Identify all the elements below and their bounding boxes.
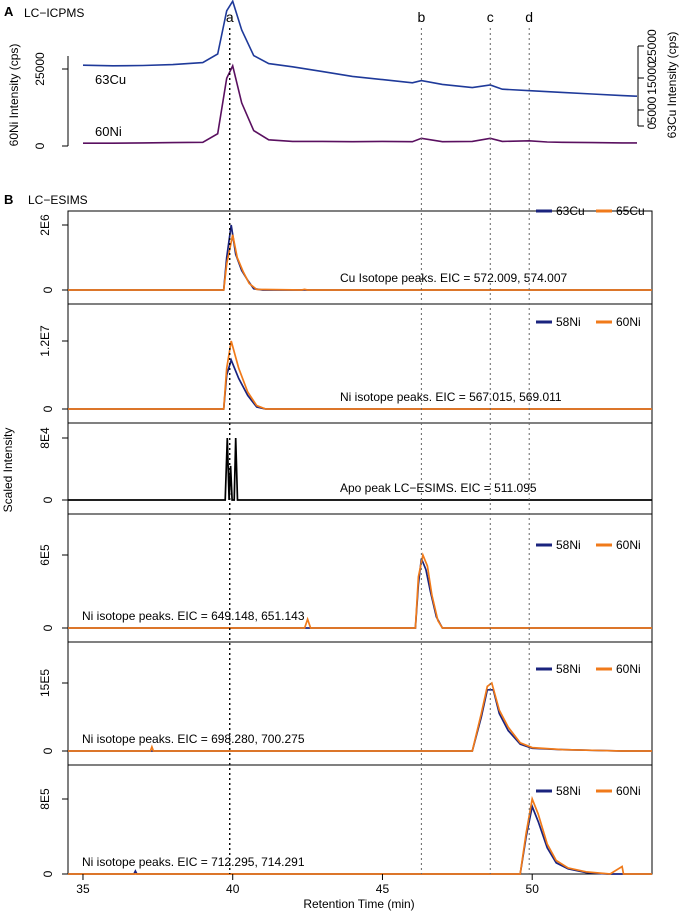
x-axis-title: Retention Time (min) — [303, 897, 414, 911]
legend-entry: 60Ni — [616, 662, 641, 676]
legend-entry: 60Ni — [616, 538, 641, 552]
legend-entry: 58Ni — [556, 315, 581, 329]
panel-a-left-tick-label: 0 — [33, 142, 47, 149]
subplot-max-label: 15E5 — [38, 669, 52, 697]
panel-a-left-tick-label: 25000 — [33, 52, 47, 86]
subplot-max-label: 8E5 — [38, 788, 52, 810]
subplot-annotation: Ni isotope peaks. EIC = 567.015, 569.011 — [340, 390, 562, 404]
panel-a-ylabel-right: 63Cu Intensity (cps) — [665, 32, 679, 139]
subplot-zero-label: 0 — [41, 405, 55, 412]
panel-a-right-tick-label: 25000 — [645, 29, 659, 63]
legend-entry: 58Ni — [556, 538, 581, 552]
x-axis-tick-label: 50 — [526, 882, 540, 896]
panel-b-label: B — [4, 192, 13, 207]
panel-b-title: LC−ESIMS — [28, 193, 88, 207]
peak-marker-label-a: a — [226, 9, 234, 25]
panel-a-title: LC−ICPMS — [24, 6, 84, 20]
subplot-max-label: 8E4 — [38, 427, 52, 449]
peak-marker-label-c: c — [487, 9, 494, 25]
legend-entry: 65Cu — [616, 204, 645, 218]
subplot-series-60Ni — [68, 681, 652, 752]
panel-a: A LC−ICPMS 60Ni Intensity (cps) 63Cu Int… — [4, 0, 679, 149]
panel-a-series-60Ni — [83, 63, 637, 144]
peak-marker-label-b: b — [417, 9, 425, 25]
legend-entry: 60Ni — [616, 784, 641, 798]
subplot-max-label: 6E5 — [38, 544, 52, 566]
subplot-zero-label: 0 — [41, 870, 55, 877]
subplot-max-label: 2E6 — [38, 214, 52, 236]
x-axis-tick-label: 35 — [76, 882, 90, 896]
legend-entry: 60Ni — [616, 315, 641, 329]
subplot-zero-label: 0 — [41, 496, 55, 503]
subplot-zero-label: 0 — [41, 286, 55, 293]
panel-a-right-tick-label: 15000 — [645, 61, 659, 95]
peak-marker-label-d: d — [525, 9, 533, 25]
panel-a-ylabel-left: 60Ni Intensity (cps) — [7, 44, 21, 147]
subplot-max-label: 1.2E7 — [38, 325, 52, 357]
subplot-series-65Cu — [68, 234, 652, 291]
panel-a-series-label-63cu: 63Cu — [95, 72, 126, 87]
panel-a-right-tick-label: 5000 — [645, 96, 659, 123]
subplot-annotation: Ni isotope peaks. EIC = 649.148, 651.143 — [82, 609, 305, 623]
x-axis-tick-label: 45 — [376, 882, 390, 896]
subplot-series-60Ni — [68, 552, 652, 629]
subplot-annotation: Apo peak LC−ESIMS. EIC = 511.095 — [340, 481, 537, 495]
panel-a-series-63Cu — [82, 0, 638, 97]
subplot-annotation: Ni isotope peaks. EIC = 712.295, 714.291 — [82, 855, 305, 869]
subplot-annotation: Cu Isotope peaks. EIC = 572.009, 574.007 — [340, 271, 567, 285]
subplot-series-Apo — [68, 437, 652, 501]
subplot-annotation: Ni isotope peaks. EIC = 698.280, 700.275 — [82, 732, 305, 746]
subplot-zero-label: 0 — [41, 624, 55, 631]
panel-a-label: A — [4, 4, 14, 19]
panel-b: B LC−ESIMS Scaled Intensity Retention Ti… — [1, 192, 653, 911]
subplot-series-60Ni — [68, 795, 652, 875]
panel-a-series-label-60ni: 60Ni — [95, 124, 122, 139]
legend-entry: 58Ni — [556, 784, 581, 798]
panel-a-right-tick-label: 0 — [645, 122, 659, 129]
legend-entry: 58Ni — [556, 662, 581, 676]
x-axis-tick-label: 40 — [226, 882, 240, 896]
subplot-series-60Ni — [68, 340, 652, 410]
panel-b-ylabel: Scaled Intensity — [1, 428, 15, 513]
legend-entry: 63Cu — [556, 204, 585, 218]
subplot-zero-label: 0 — [41, 747, 55, 754]
